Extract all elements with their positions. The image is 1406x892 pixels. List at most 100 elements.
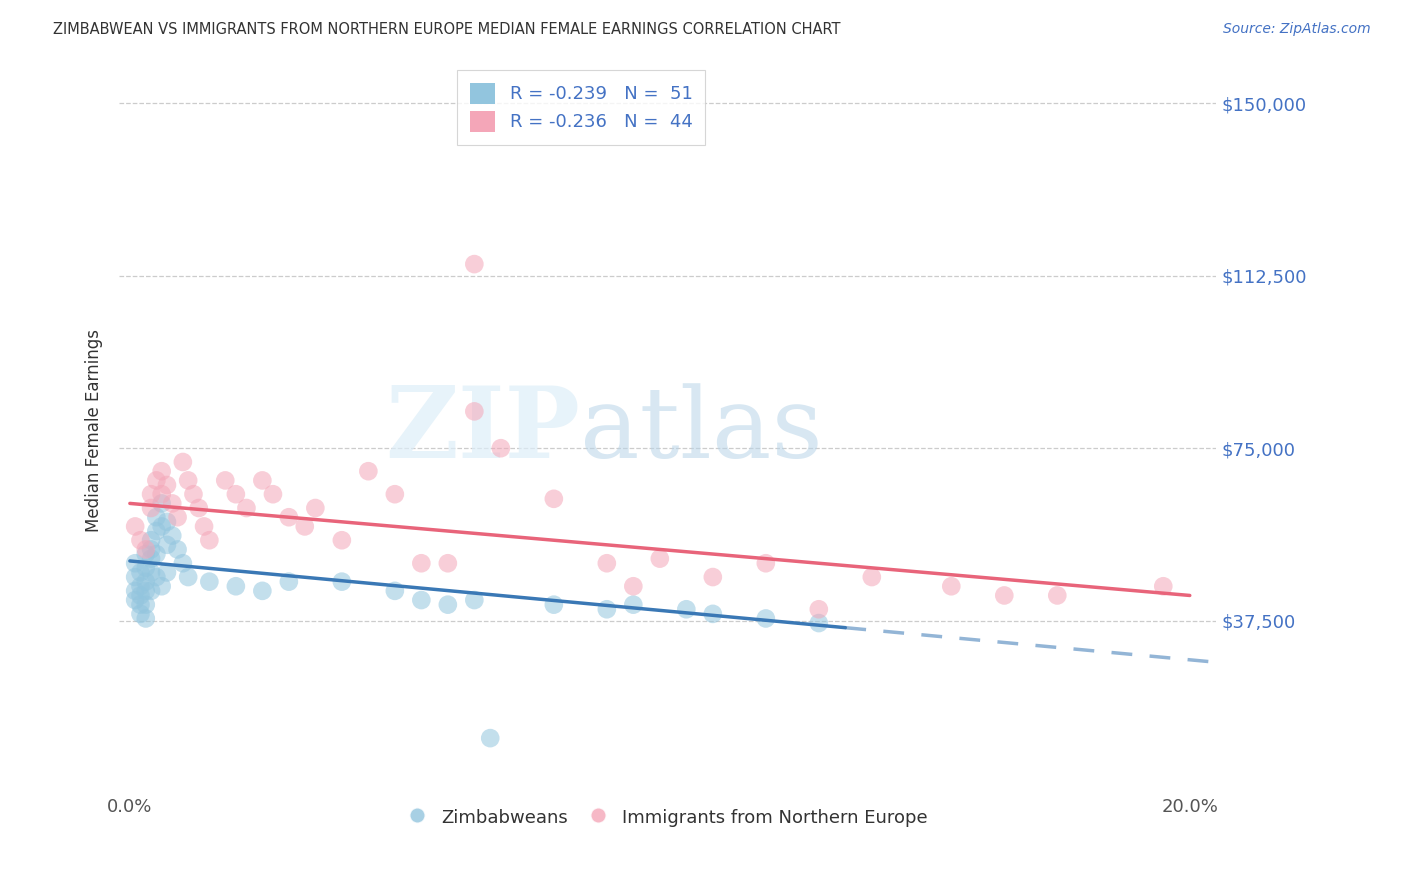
Point — [150, 487, 173, 501]
Text: ZIMBABWEAN VS IMMIGRANTS FROM NORTHERN EUROPE MEDIAN FEMALE EARNINGS CORRELATION: ZIMBABWEAN VS IMMIGRANTS FROM NORTHERN E… — [53, 22, 841, 37]
Point — [135, 583, 157, 598]
Point — [135, 542, 157, 557]
Point — [129, 598, 152, 612]
Point — [145, 510, 167, 524]
Point — [294, 519, 316, 533]
Legend: Zimbabweans, Immigrants from Northern Europe: Zimbabweans, Immigrants from Northern Eu… — [401, 800, 935, 835]
Point — [1152, 579, 1174, 593]
Point — [437, 598, 460, 612]
Point — [198, 574, 221, 589]
Point — [156, 566, 179, 580]
Point — [198, 533, 221, 548]
Point — [172, 455, 194, 469]
Point — [543, 491, 565, 506]
Point — [463, 404, 485, 418]
Point — [139, 487, 162, 501]
Point — [702, 607, 724, 621]
Point — [252, 474, 274, 488]
Point — [1046, 589, 1069, 603]
Point — [139, 501, 162, 516]
Point — [489, 441, 512, 455]
Point — [150, 519, 173, 533]
Point — [150, 496, 173, 510]
Point — [463, 593, 485, 607]
Point — [139, 533, 162, 548]
Point — [807, 616, 830, 631]
Point — [648, 551, 671, 566]
Point — [166, 510, 188, 524]
Point — [156, 478, 179, 492]
Point — [860, 570, 883, 584]
Point — [139, 551, 162, 566]
Point — [411, 593, 433, 607]
Text: Source: ZipAtlas.com: Source: ZipAtlas.com — [1223, 22, 1371, 37]
Point — [277, 574, 299, 589]
Text: ZIP: ZIP — [385, 383, 581, 479]
Point — [262, 487, 284, 501]
Point — [177, 570, 200, 584]
Point — [129, 533, 152, 548]
Point — [150, 579, 173, 593]
Point — [755, 556, 778, 570]
Point — [437, 556, 460, 570]
Point — [145, 474, 167, 488]
Point — [596, 556, 619, 570]
Point — [411, 556, 433, 570]
Point — [139, 566, 162, 580]
Point — [225, 487, 247, 501]
Point — [124, 519, 146, 533]
Point — [621, 598, 644, 612]
Point — [124, 556, 146, 570]
Point — [145, 524, 167, 538]
Point — [277, 510, 299, 524]
Point — [193, 519, 215, 533]
Point — [543, 598, 565, 612]
Point — [139, 542, 162, 557]
Point — [156, 538, 179, 552]
Point — [479, 731, 502, 745]
Point — [145, 547, 167, 561]
Point — [135, 611, 157, 625]
Point — [235, 501, 257, 516]
Point — [150, 464, 173, 478]
Point — [156, 515, 179, 529]
Point — [135, 547, 157, 561]
Point — [384, 583, 406, 598]
Point — [135, 561, 157, 575]
Point — [596, 602, 619, 616]
Point — [162, 528, 184, 542]
Point — [129, 607, 152, 621]
Point — [162, 496, 184, 510]
Point — [621, 579, 644, 593]
Point — [675, 602, 697, 616]
Point — [330, 574, 353, 589]
Point — [463, 257, 485, 271]
Point — [755, 611, 778, 625]
Point — [330, 533, 353, 548]
Point — [172, 556, 194, 570]
Point — [129, 589, 152, 603]
Point — [124, 570, 146, 584]
Point — [304, 501, 326, 516]
Point — [252, 583, 274, 598]
Point — [384, 487, 406, 501]
Point — [135, 598, 157, 612]
Point — [166, 542, 188, 557]
Point — [702, 570, 724, 584]
Point — [357, 464, 380, 478]
Point — [139, 583, 162, 598]
Point — [124, 583, 146, 598]
Point — [135, 574, 157, 589]
Point — [941, 579, 963, 593]
Point — [129, 579, 152, 593]
Text: atlas: atlas — [581, 383, 823, 479]
Point — [807, 602, 830, 616]
Point — [129, 566, 152, 580]
Point — [225, 579, 247, 593]
Point — [214, 474, 236, 488]
Point — [183, 487, 205, 501]
Point — [187, 501, 209, 516]
Point — [993, 589, 1015, 603]
Point — [124, 593, 146, 607]
Point — [177, 474, 200, 488]
